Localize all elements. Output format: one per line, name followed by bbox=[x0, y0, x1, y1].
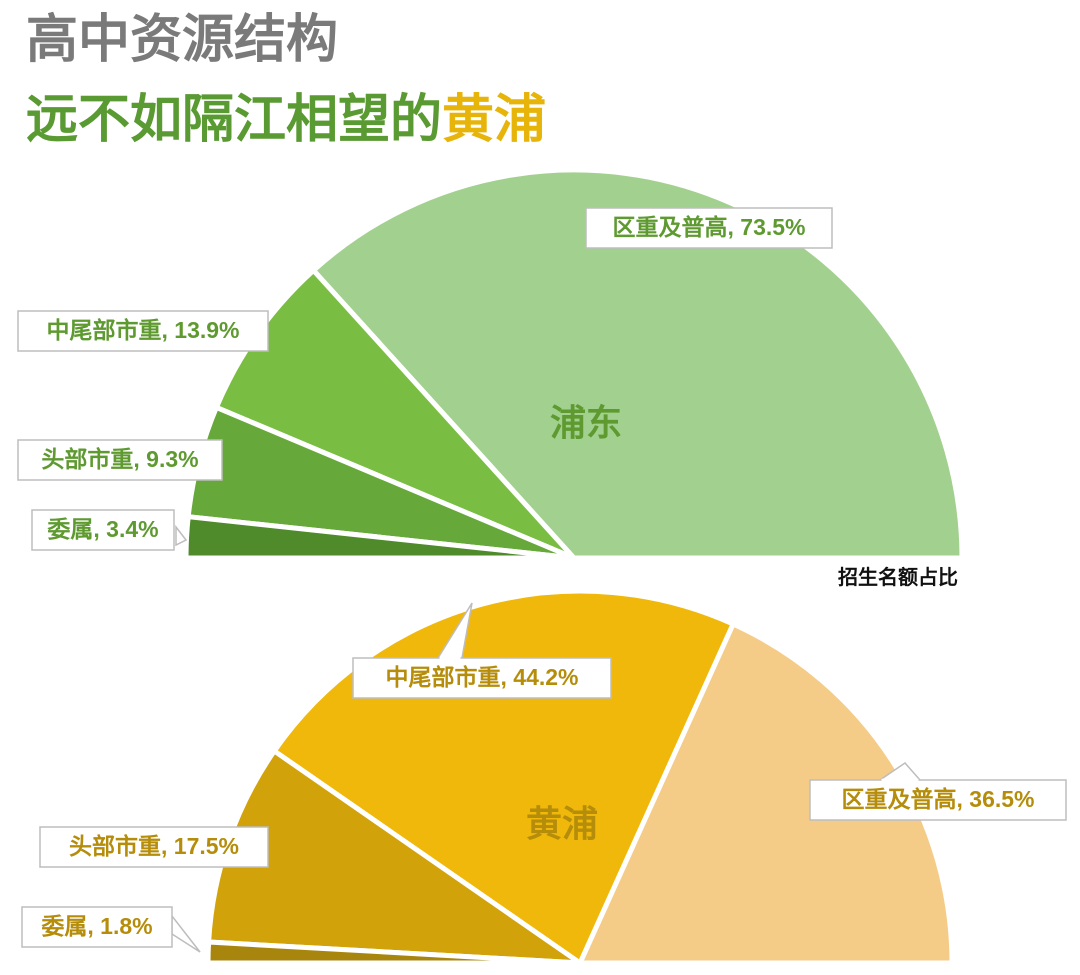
data-label-text: 头部市重, 17.5% bbox=[69, 833, 239, 859]
callout-pointer bbox=[171, 913, 201, 953]
data-label-text: 区重及普高, 73.5% bbox=[613, 214, 806, 240]
half-pie-chart-2: 黄浦 区重及普高, 36.5% 中尾部市重, 44.2% 头部市重, 17.5% 委属,… bbox=[21, 588, 1067, 966]
callout-box bbox=[809, 779, 1067, 821]
data-label-委属: 委属, 1.8% bbox=[21, 906, 201, 953]
callout-box bbox=[31, 509, 175, 551]
data-label-区重及普高: 区重及普高, 73.5% bbox=[585, 207, 833, 249]
data-label-中尾部市重: 中尾部市重, 44.2% bbox=[352, 602, 612, 699]
data-label-委属: 委属, 3.4% bbox=[31, 509, 188, 551]
data-label-头部市重: 头部市重, 9.3% bbox=[17, 439, 223, 481]
data-label-text: 区重及普高, 36.5% bbox=[842, 786, 1035, 812]
callout-pointer bbox=[175, 524, 188, 547]
data-label-text: 中尾部市重, 13.9% bbox=[47, 317, 240, 343]
data-label-区重及普高: 区重及普高, 36.5% bbox=[809, 762, 1067, 821]
center-label: 浦东 bbox=[550, 403, 622, 444]
callout-box bbox=[17, 310, 269, 352]
chart-title-line-2: 远不如隔江相望的黄浦 bbox=[26, 94, 546, 146]
pie-slice-委属 bbox=[183, 514, 577, 561]
data-label-中尾部市重: 中尾部市重, 13.9% bbox=[17, 310, 269, 352]
title-line-2-main: 远不如隔江相望的 bbox=[26, 90, 443, 150]
center-label: 黄浦 bbox=[526, 804, 598, 845]
callout-box bbox=[585, 207, 833, 249]
title-highlight-huangpu: 黄浦 bbox=[442, 90, 547, 150]
callout-box bbox=[21, 906, 173, 948]
half-pie-chart-1: 浦东 区重及普高, 73.5% 中尾部市重, 13.9% 头部市重, 9.3% 委属, … bbox=[17, 167, 965, 589]
chart-title-line-1: 高中资源结构 bbox=[26, 10, 339, 70]
pie-slice-委属 bbox=[205, 939, 583, 966]
pie-slice-区重及普高 bbox=[577, 621, 955, 966]
callout-box bbox=[17, 439, 223, 481]
chart-caption: 招生名额占比 bbox=[838, 565, 958, 589]
callout-box bbox=[352, 657, 612, 699]
callout-box bbox=[39, 826, 269, 868]
data-label-text: 中尾部市重, 44.2% bbox=[386, 664, 579, 690]
data-label-text: 委属, 3.4% bbox=[46, 516, 158, 542]
data-label-text: 委属, 1.8% bbox=[40, 913, 152, 939]
data-label-text: 头部市重, 9.3% bbox=[41, 446, 198, 472]
pie-slice-区重及普高 bbox=[311, 167, 965, 561]
data-label-头部市重: 头部市重, 17.5% bbox=[39, 826, 269, 868]
